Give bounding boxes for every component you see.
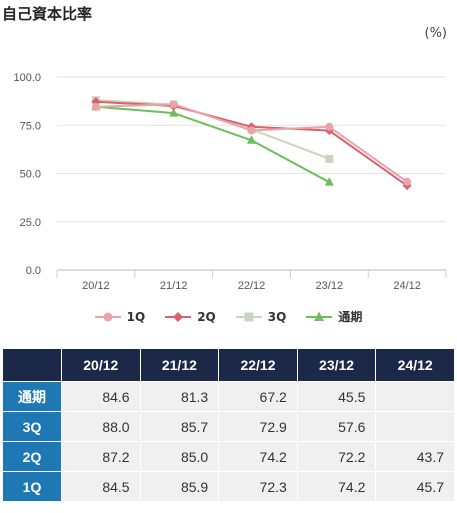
- y-tick-label: 25.0: [20, 217, 41, 229]
- x-tick-label: 23/12: [316, 280, 344, 292]
- legend-label: 通期: [338, 310, 363, 324]
- data-point: [325, 122, 334, 131]
- y-tick-label: 100.0: [13, 72, 41, 84]
- unit-label: (%): [424, 26, 448, 41]
- table-cell: [376, 412, 454, 441]
- table-corner-cell: [3, 349, 61, 381]
- chart-title: 自己資本比率: [2, 5, 93, 23]
- legend-swatch: [165, 310, 192, 324]
- table-cell: 84.6: [62, 382, 140, 411]
- legend-swatch: [235, 310, 262, 324]
- table-cell: 88.0: [62, 412, 140, 441]
- data-table: 20/12 21/12 22/12 23/12 24/12 通期 84.6 81.3 67.2…: [2, 348, 455, 502]
- table-cell: 87.2: [62, 442, 140, 471]
- data-point: [247, 135, 256, 144]
- x-tick-label: 21/12: [160, 280, 188, 292]
- chart-legend: 1Q 2Q 3Q 通期: [0, 308, 457, 325]
- table-row: 通期 84.6 81.3 67.2 45.5: [3, 382, 454, 411]
- legend-item[interactable]: 1Q: [94, 308, 146, 325]
- y-tick-label: 75.0: [20, 120, 41, 132]
- table-cell: 45.7: [376, 472, 454, 501]
- table-cell: 57.6: [297, 412, 376, 441]
- x-tick-label: 20/12: [82, 280, 110, 292]
- table-cell: [376, 382, 454, 411]
- column-header: 21/12: [140, 349, 219, 381]
- data-point: [324, 177, 334, 186]
- column-header: 23/12: [297, 349, 376, 381]
- data-point: [169, 108, 179, 117]
- legend-label: 3Q: [267, 309, 287, 324]
- column-header: 22/12: [219, 349, 297, 381]
- y-tick-label: 50.0: [20, 169, 41, 181]
- table-cell: 72.9: [219, 412, 297, 441]
- table-cell: 84.5: [62, 472, 140, 501]
- legend-item[interactable]: 3Q: [235, 308, 287, 325]
- legend-item[interactable]: 2Q: [165, 308, 216, 325]
- row-header: 通期: [3, 382, 61, 411]
- x-tick-label: 22/12: [238, 280, 266, 292]
- data-point: [91, 102, 100, 111]
- table-cell: 72.3: [219, 472, 297, 501]
- table-cell: 85.9: [140, 472, 219, 501]
- legend-swatch: [306, 310, 333, 324]
- row-header: 2Q: [3, 442, 61, 471]
- data-point: [169, 100, 178, 109]
- x-tick-label: 24/12: [393, 280, 421, 292]
- data-point: [403, 177, 412, 186]
- row-header: 3Q: [3, 412, 61, 441]
- column-header: 20/12: [62, 349, 140, 381]
- table-row: 3Q 88.0 85.7 72.9 57.6: [3, 412, 454, 441]
- table-header-row: 20/12 21/12 22/12 23/12 24/12: [3, 349, 454, 381]
- table-row: 1Q 84.5 85.9 72.3 74.2 45.7: [3, 472, 454, 501]
- legend-item[interactable]: 通期: [306, 308, 362, 325]
- series-line: [95, 105, 330, 184]
- legend-swatch: [94, 310, 121, 324]
- row-header: 1Q: [3, 472, 61, 501]
- table-cell: 81.3: [140, 382, 219, 411]
- column-header: 24/12: [376, 349, 454, 381]
- table-cell: 67.2: [219, 382, 297, 411]
- line-chart: 0.0 25.0 50.0 75.0 100.0 20/12 21/12 22/12 23/12…: [13, 72, 447, 292]
- legend-label: 2Q: [197, 309, 216, 324]
- table-cell: 72.2: [297, 442, 376, 471]
- table-cell: 74.2: [219, 442, 297, 471]
- table-cell: 45.5: [297, 382, 376, 411]
- data-point: [325, 154, 334, 163]
- table-cell: 43.7: [376, 442, 454, 471]
- table-cell: 74.2: [297, 472, 376, 501]
- data-point: [247, 126, 256, 135]
- table-cell: 85.7: [140, 412, 219, 441]
- table-cell: 85.0: [140, 442, 219, 471]
- table-row: 2Q 87.2 85.0 74.2 72.2 43.7: [3, 442, 454, 471]
- legend-label: 1Q: [126, 309, 146, 324]
- y-tick-label: 0.0: [26, 265, 41, 277]
